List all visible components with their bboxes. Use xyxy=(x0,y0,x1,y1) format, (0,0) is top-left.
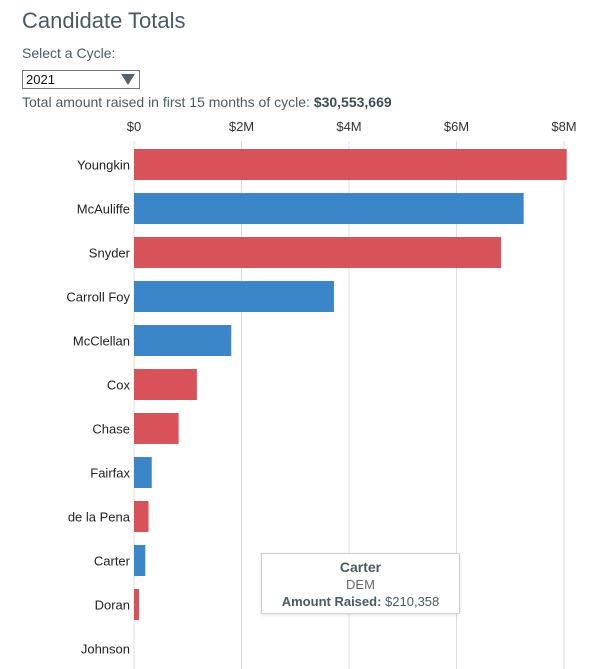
bar[interactable] xyxy=(134,193,524,224)
total-raised: Total amount raised in first 15 months o… xyxy=(22,94,392,110)
tooltip-amount-label: Amount Raised: xyxy=(281,594,382,609)
total-raised-value: $30,553,669 xyxy=(313,94,392,110)
category-label: McAuliffe xyxy=(77,202,130,217)
chart-tooltip: Carter DEM Amount Raised: $210,358 xyxy=(261,553,460,614)
bar[interactable] xyxy=(134,281,334,312)
x-tick-label: $8M xyxy=(551,119,576,134)
bar[interactable] xyxy=(134,457,152,488)
cycle-select[interactable]: 2021 xyxy=(22,70,140,89)
bar[interactable] xyxy=(134,149,567,180)
x-tick-label: $4M xyxy=(336,119,361,134)
bar[interactable] xyxy=(134,325,232,356)
category-label: Chase xyxy=(92,422,130,437)
bar[interactable] xyxy=(134,413,179,444)
category-label: Carter xyxy=(94,554,131,569)
total-raised-label: Total amount raised in first 15 months o… xyxy=(22,94,310,110)
category-label: Doran xyxy=(95,598,130,613)
tooltip-name: Carter xyxy=(339,559,382,575)
cycle-select-label: Select a Cycle: xyxy=(22,45,116,61)
bar[interactable] xyxy=(134,501,149,532)
category-label: Carroll Foy xyxy=(66,290,130,305)
cycle-select-value: 2021 xyxy=(26,72,55,87)
tooltip-amount: Amount Raised: $210,358 xyxy=(262,594,459,609)
x-tick-label: $2M xyxy=(229,119,254,134)
category-label: Cox xyxy=(107,378,131,393)
category-label: Fairfax xyxy=(90,466,130,481)
page-title: Candidate Totals xyxy=(22,8,186,33)
bar[interactable] xyxy=(134,369,197,400)
x-tick-label: $0 xyxy=(127,119,141,134)
bar[interactable] xyxy=(134,237,502,268)
bar[interactable] xyxy=(134,589,140,620)
category-label: de la Pena xyxy=(68,510,131,525)
category-label: McClellan xyxy=(73,334,130,349)
bar[interactable] xyxy=(134,545,146,576)
category-label: Youngkin xyxy=(77,158,130,173)
tooltip-party: DEM xyxy=(346,577,375,592)
candidate-bar-chart: $0 $2M $4M $6M $8M Youngkin McAuliffe Snyder Car… xyxy=(66,119,577,669)
category-label: Snyder xyxy=(89,246,131,261)
tooltip-amount-value: $210,358 xyxy=(385,594,440,609)
chevron-down-icon xyxy=(121,74,135,85)
x-tick-label: $6M xyxy=(444,119,469,134)
category-label: Johnson xyxy=(81,642,130,657)
